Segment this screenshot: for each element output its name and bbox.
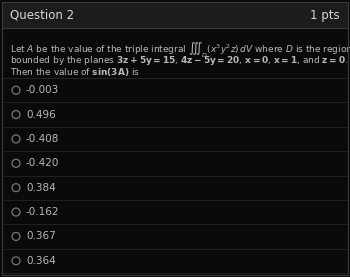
Text: Let $\mathit{A}$ be the value of the triple integral $\iiint_D (x^3 y^2 z)\, dV$: Let $\mathit{A}$ be the value of the tri…	[10, 40, 350, 59]
Text: Then the value of $\mathbf{sin(3A)}$ is: Then the value of $\mathbf{sin(3A)}$ is	[10, 66, 140, 78]
Text: -0.420: -0.420	[26, 158, 60, 168]
Text: 0.367: 0.367	[26, 232, 56, 242]
Text: 0.384: 0.384	[26, 183, 56, 193]
Text: Question 2: Question 2	[10, 9, 74, 22]
Text: -0.162: -0.162	[26, 207, 60, 217]
Text: bounded by the planes $\mathbf{3z+5y=15}$, $\mathbf{4z-5y=20}$, $\mathbf{x=0}$, : bounded by the planes $\mathbf{3z+5y=15}…	[10, 54, 348, 67]
Text: -0.408: -0.408	[26, 134, 60, 144]
Text: 1 pts: 1 pts	[310, 9, 340, 22]
Text: -0.003: -0.003	[26, 85, 59, 95]
Text: 0.364: 0.364	[26, 256, 56, 266]
Bar	[2, 2, 348, 28]
Text: 0.496: 0.496	[26, 110, 56, 120]
